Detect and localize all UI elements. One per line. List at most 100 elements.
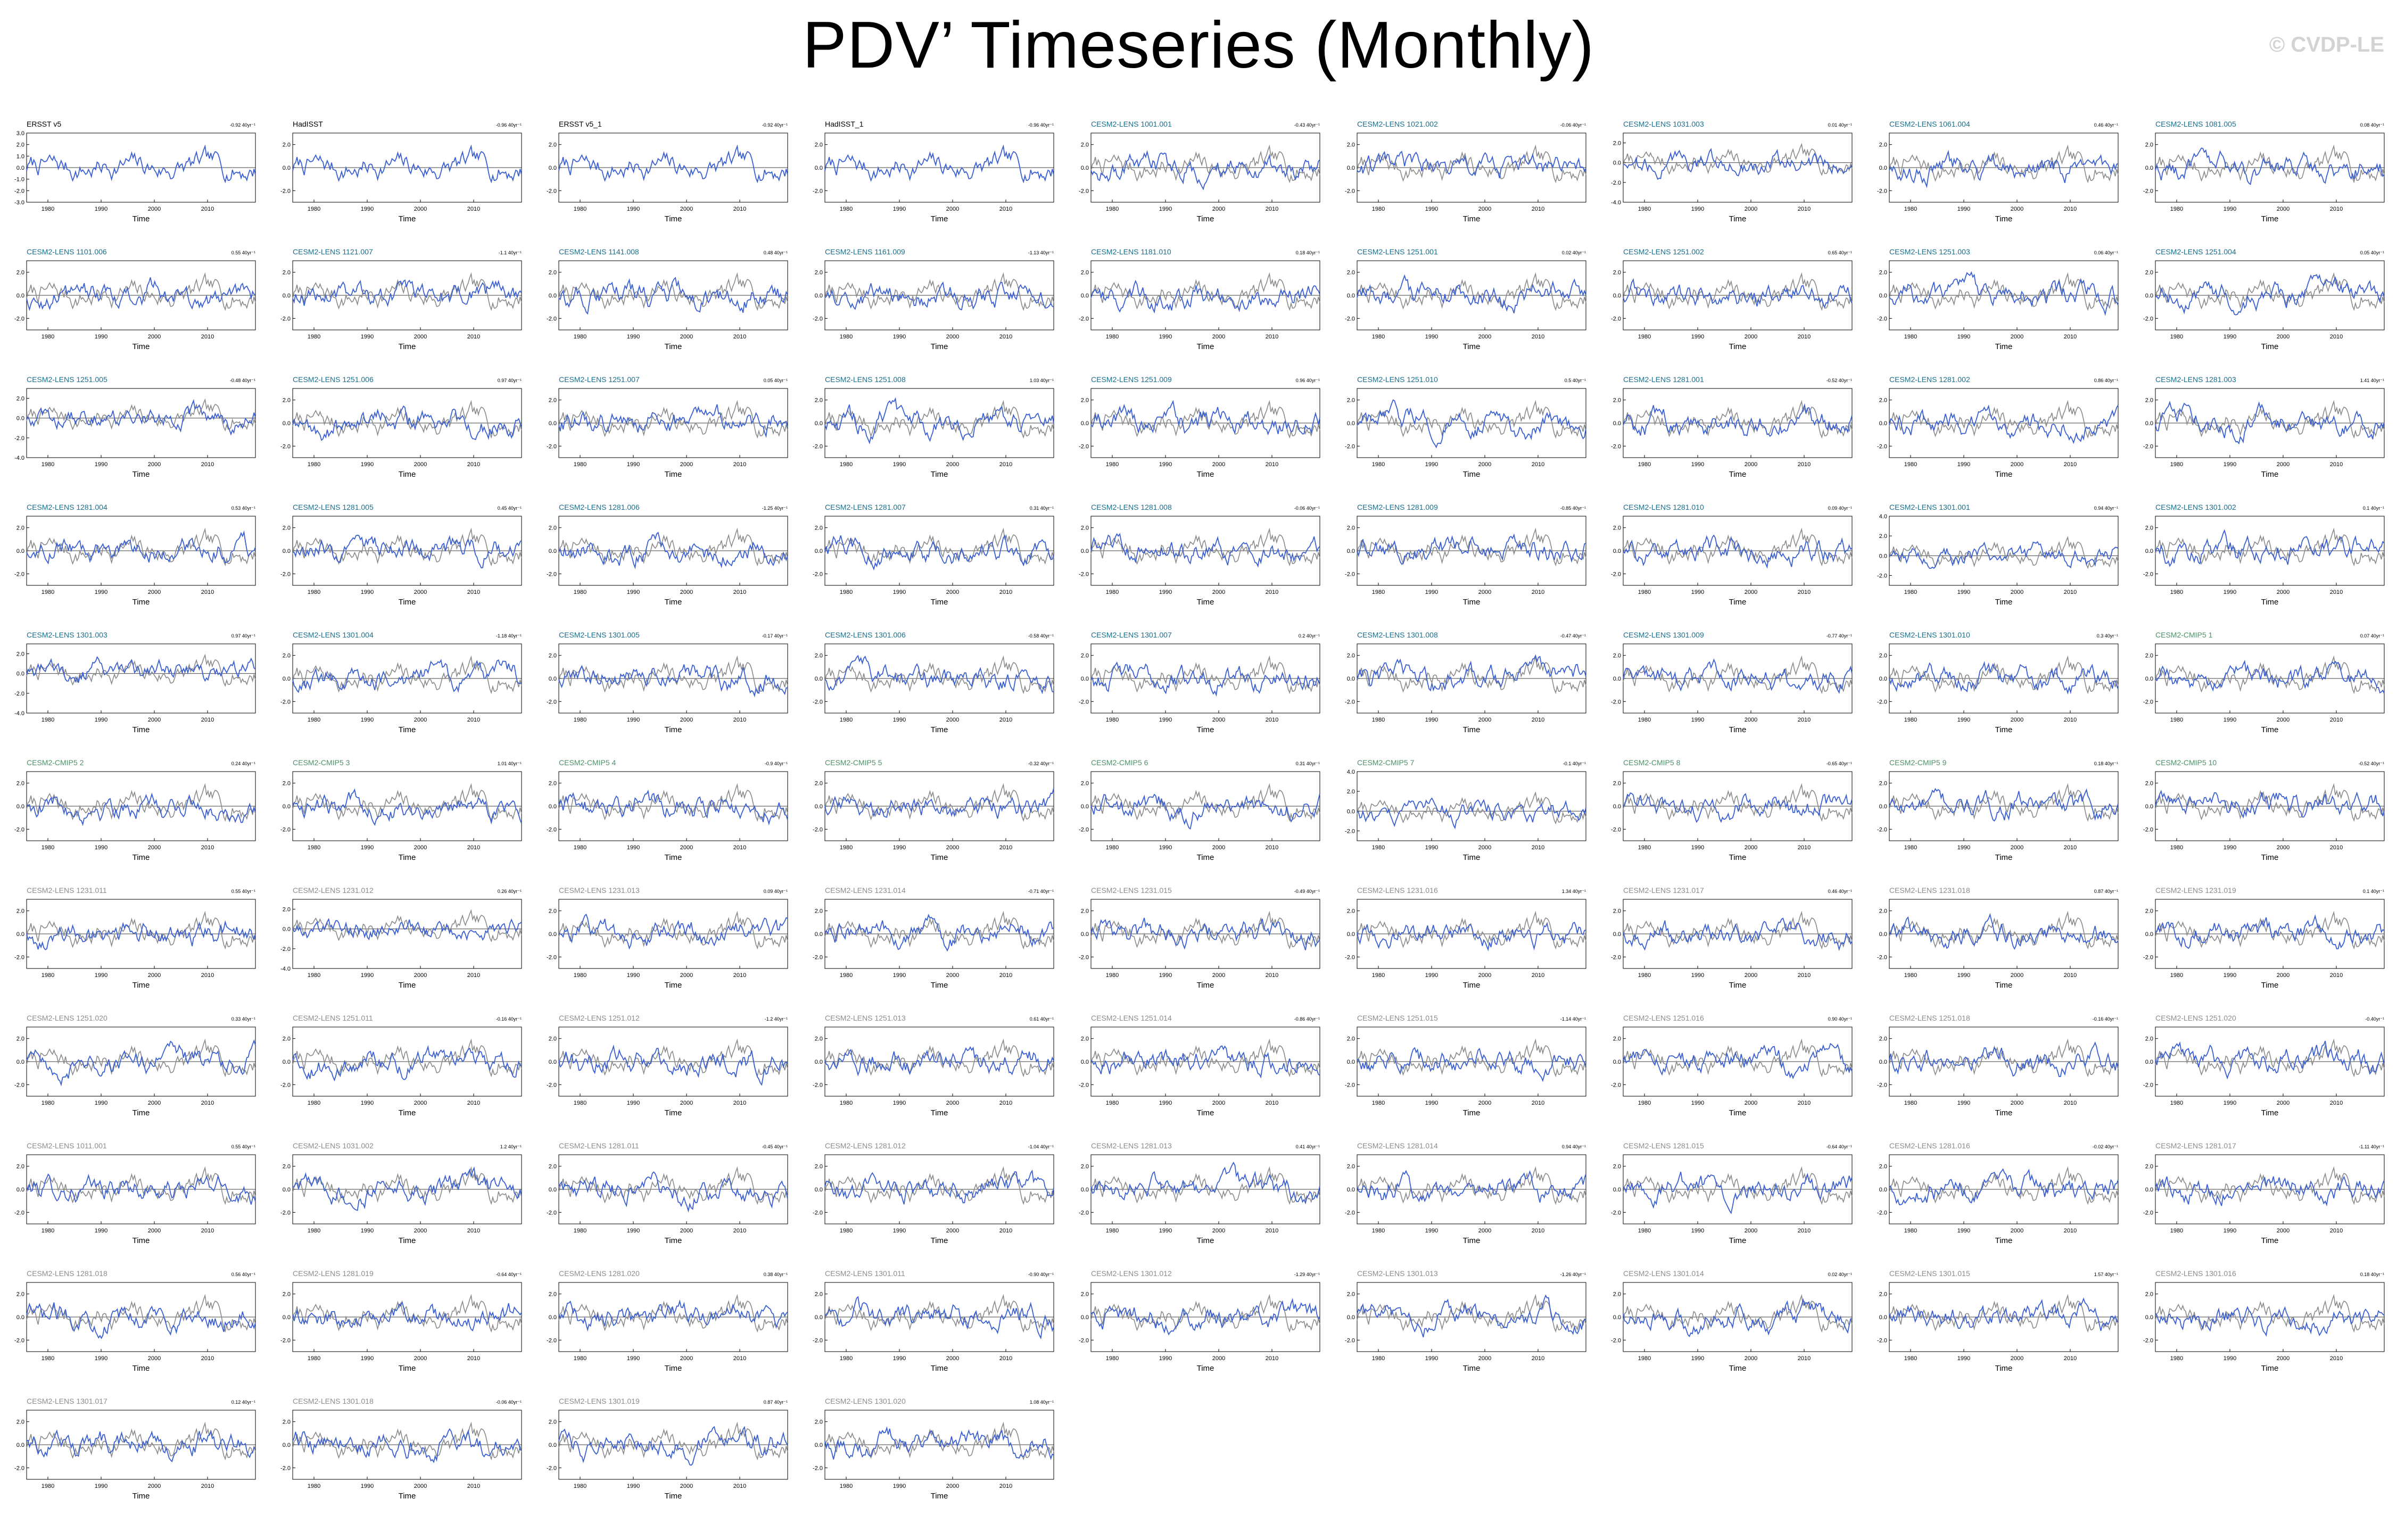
panel-trend: 1.03 40yr⁻¹ <box>1030 378 1054 383</box>
y-tick-label: 0.0 <box>2145 420 2153 427</box>
y-tick-label: 2.0 <box>2145 781 2153 787</box>
y-tick-label: 0.0 <box>815 293 823 299</box>
x-tick-label: 1980 <box>308 334 320 340</box>
y-tick-label: 0.0 <box>815 420 823 427</box>
x-tick-label: 2010 <box>2330 334 2343 340</box>
y-tick-label: -2.0 <box>1079 188 1089 194</box>
x-tick-label: 2000 <box>1212 206 1225 212</box>
y-tick-label: 2.0 <box>549 1419 557 1426</box>
y-tick-label: -2.0 <box>1345 188 1355 194</box>
x-tick-label: 2010 <box>2330 1228 2343 1234</box>
y-tick-label: 1.0 <box>16 153 24 160</box>
y-tick-label: -2.0 <box>280 946 291 953</box>
x-tick-label: 2000 <box>1745 589 1757 595</box>
y-tick-label: 0.0 <box>1879 1187 1887 1193</box>
x-axis-label: Time <box>665 214 682 223</box>
panel-title: CESM2-LENS 1251.003 <box>1889 247 1970 256</box>
member-series-line <box>26 144 256 184</box>
member-series-line <box>292 1428 522 1463</box>
plot-frame <box>26 388 256 458</box>
y-tick-label: 2.0 <box>16 908 24 915</box>
timeseries-panel: CESM2-LENS 1281.007 0.31 40yr⁻¹ 2.0 0.0 -2.0… <box>813 503 1054 607</box>
y-tick-label: -2.0 <box>280 1337 291 1344</box>
x-tick-label: 1990 <box>1425 844 1438 851</box>
y-tick-label: 0.0 <box>549 931 557 938</box>
y-tick-label: 0.0 <box>283 1314 291 1321</box>
x-tick-label: 2010 <box>2330 972 2343 979</box>
y-tick-label: 2.0 <box>1347 1164 1355 1170</box>
member-series-line <box>1357 533 1586 565</box>
panel-title: CESM2-LENS 1281.009 <box>1357 503 1438 511</box>
panel-title: CESM2-LENS 1251.014 <box>1091 1014 1172 1022</box>
x-tick-label: 2000 <box>680 1228 693 1234</box>
panel-trend: 0.94 40yr⁻¹ <box>2094 506 2118 511</box>
y-tick-label: -2.0 <box>14 188 24 194</box>
timeseries-panel: CESM2-LENS 1231.014 -0.71 40yr⁻¹ 2.0 0.0 -2.… <box>813 886 1054 990</box>
x-tick-label: 1990 <box>2224 1228 2236 1234</box>
y-tick-label: -2.0 <box>280 1210 291 1216</box>
x-tick-label: 2010 <box>2064 334 2077 340</box>
obs-reference-line <box>1623 1294 1853 1333</box>
y-tick-label: 2.0 <box>549 781 557 787</box>
panel-title: CESM2-LENS 1251.020 <box>27 1014 108 1022</box>
x-tick-label: 2000 <box>680 206 693 212</box>
panel-title: CESM2-CMIP5 9 <box>1889 758 1947 767</box>
x-tick-label: 2010 <box>1798 972 1811 979</box>
x-tick-label: 2000 <box>1478 334 1491 340</box>
panel-title: CESM2-LENS 1281.019 <box>293 1269 374 1278</box>
timeseries-panel: CESM2-LENS 1301.006 -0.58 40yr⁻¹ 2.0 0.0 -2.… <box>813 631 1054 734</box>
y-tick-label: -2.0 <box>1079 571 1089 577</box>
x-tick-label: 1990 <box>2224 206 2236 212</box>
x-axis-label: Time <box>1463 598 1481 607</box>
x-tick-label: 2000 <box>148 844 161 851</box>
y-tick-label: 2.0 <box>549 525 557 532</box>
x-tick-label: 1980 <box>1904 589 1917 595</box>
y-tick-label: -2.0 <box>2143 699 2153 705</box>
x-tick-label: 1980 <box>42 589 54 595</box>
y-tick-label: 2.0 <box>1347 1036 1355 1042</box>
x-tick-label: 1980 <box>2170 206 2183 212</box>
obs-reference-line <box>292 527 522 567</box>
panel-trend: 1.57 40yr⁻¹ <box>2094 1272 2118 1277</box>
x-tick-label: 1990 <box>1425 717 1438 723</box>
y-tick-label: 2.0 <box>549 142 557 148</box>
x-axis-label: Time <box>1729 342 1747 351</box>
panel-trend: 0.31 40yr⁻¹ <box>1030 506 1054 511</box>
x-tick-label: 2000 <box>2011 334 2023 340</box>
panel-title: CESM2-LENS 1231.011 <box>27 886 107 895</box>
member-series-line <box>26 399 256 436</box>
x-axis-label: Time <box>1463 981 1481 990</box>
x-tick-label: 1980 <box>1106 717 1119 723</box>
y-tick-label: -2.0 <box>813 1210 823 1216</box>
x-tick-label: 2010 <box>1266 1355 1278 1362</box>
panel-trend: 0.09 40yr⁻¹ <box>764 889 788 894</box>
obs-reference-line <box>1090 144 1320 184</box>
x-tick-label: 1990 <box>1957 589 1970 595</box>
x-tick-label: 1990 <box>95 1355 108 1362</box>
x-tick-label: 2010 <box>2330 1100 2343 1106</box>
x-tick-label: 1980 <box>42 206 54 212</box>
x-tick-label: 1990 <box>1957 972 1970 979</box>
x-tick-label: 1980 <box>308 461 320 468</box>
panel-trend: 0.26 40yr⁻¹ <box>498 889 522 894</box>
x-axis-label: Time <box>1729 1108 1747 1117</box>
panel-trend: 0.90 40yr⁻¹ <box>1828 1016 1852 1022</box>
y-tick-label: -2.0 <box>1079 316 1089 322</box>
timeseries-panel: CESM2-LENS 1251.016 0.90 40yr⁻¹ 2.0 0.0 -2.0… <box>1611 1014 1853 1117</box>
x-axis-label: Time <box>665 725 682 734</box>
panel-title: CESM2-LENS 1281.012 <box>825 1141 906 1150</box>
y-tick-label: -2.0 <box>14 826 24 833</box>
x-tick-label: 2000 <box>2277 844 2289 851</box>
x-tick-label: 2010 <box>733 1100 746 1106</box>
x-axis-label: Time <box>665 1364 682 1373</box>
timeseries-panel: CESM2-LENS 1281.008 -0.06 40yr⁻¹ 2.0 0.0 -2.… <box>1079 503 1320 607</box>
x-axis-label: Time <box>1463 853 1481 862</box>
x-tick-label: 2010 <box>999 1355 1012 1362</box>
x-tick-label: 1980 <box>840 1100 853 1106</box>
y-tick-label: 0.0 <box>1347 808 1355 815</box>
member-series-line <box>26 792 256 826</box>
x-tick-label: 2000 <box>414 972 427 979</box>
obs-reference-line <box>2155 910 2385 950</box>
y-tick-label: 2.0 <box>815 142 823 148</box>
timeseries-panel: CESM2-LENS 1121.007 -1.1 40yr⁻¹ 2.0 0.0 -2.0… <box>280 247 522 351</box>
